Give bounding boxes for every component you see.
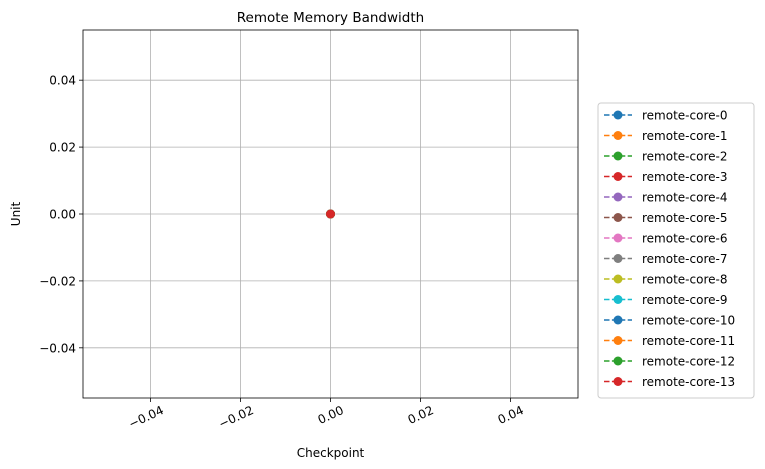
y-axis-label: Unit <box>9 201 23 226</box>
legend-marker <box>613 377 623 386</box>
legend-item: remote-core-1 <box>604 129 727 143</box>
legend-marker <box>613 336 623 345</box>
legend-item: remote-core-11 <box>604 334 735 348</box>
legend-label: remote-core-13 <box>642 375 735 389</box>
y-axis: 0.04 0.02 0.00 −0.02 −0.04 <box>39 74 83 355</box>
legend-item: remote-core-12 <box>604 355 735 369</box>
legend-marker <box>613 295 623 304</box>
legend-label: remote-core-12 <box>642 355 735 369</box>
y-tick-label: 0.04 <box>49 74 76 88</box>
legend-item: remote-core-0 <box>604 109 727 123</box>
legend-item: remote-core-8 <box>604 273 727 287</box>
legend: remote-core-0 remote-core-1 remote-core-2 r… <box>597 102 755 399</box>
legend-marker <box>613 131 623 140</box>
legend-label: remote-core-6 <box>642 232 727 246</box>
legend-marker <box>613 315 623 325</box>
legend-item: remote-core-9 <box>604 293 727 307</box>
legend-item: remote-core-7 <box>604 252 727 266</box>
series-remote-core-13 <box>326 209 335 219</box>
legend-label: remote-core-11 <box>642 334 735 348</box>
legend-label: remote-core-2 <box>642 150 727 164</box>
legend-marker <box>613 172 623 181</box>
series-marks <box>326 209 335 219</box>
legend-label: remote-core-1 <box>642 129 727 143</box>
legend-label: remote-core-0 <box>642 109 727 123</box>
x-axis-label: Checkpoint <box>297 446 365 460</box>
legend-item: remote-core-6 <box>604 232 727 246</box>
legend-marker <box>613 110 623 120</box>
y-tick-label: −0.04 <box>39 341 76 355</box>
legend-label: remote-core-3 <box>642 170 727 184</box>
data-point <box>326 209 335 219</box>
chart-title: Remote Memory Bandwidth <box>237 10 424 26</box>
legend-marker <box>613 213 623 222</box>
legend-marker <box>613 192 623 202</box>
legend-marker <box>613 233 623 243</box>
legend-marker <box>613 356 623 366</box>
legend-marker <box>613 151 623 161</box>
legend-label: remote-core-5 <box>642 211 727 225</box>
legend-item: remote-core-3 <box>604 170 727 184</box>
legend-marker <box>613 254 623 263</box>
legend-label: remote-core-8 <box>642 273 727 287</box>
legend-item: remote-core-2 <box>604 150 727 164</box>
legend-label: remote-core-10 <box>642 314 735 328</box>
legend-frame <box>597 102 755 399</box>
legend-label: remote-core-9 <box>642 293 727 307</box>
legend-label: remote-core-7 <box>642 252 727 266</box>
y-tick-label: −0.02 <box>39 274 76 288</box>
legend-item: remote-core-4 <box>604 191 727 205</box>
legend-item: remote-core-13 <box>604 375 735 389</box>
legend-marker <box>613 274 623 284</box>
y-tick-label: 0.00 <box>49 208 76 222</box>
legend-item: remote-core-5 <box>604 211 727 225</box>
y-tick-label: 0.02 <box>49 141 76 155</box>
legend-item: remote-core-10 <box>604 314 735 328</box>
legend-label: remote-core-4 <box>642 191 727 205</box>
